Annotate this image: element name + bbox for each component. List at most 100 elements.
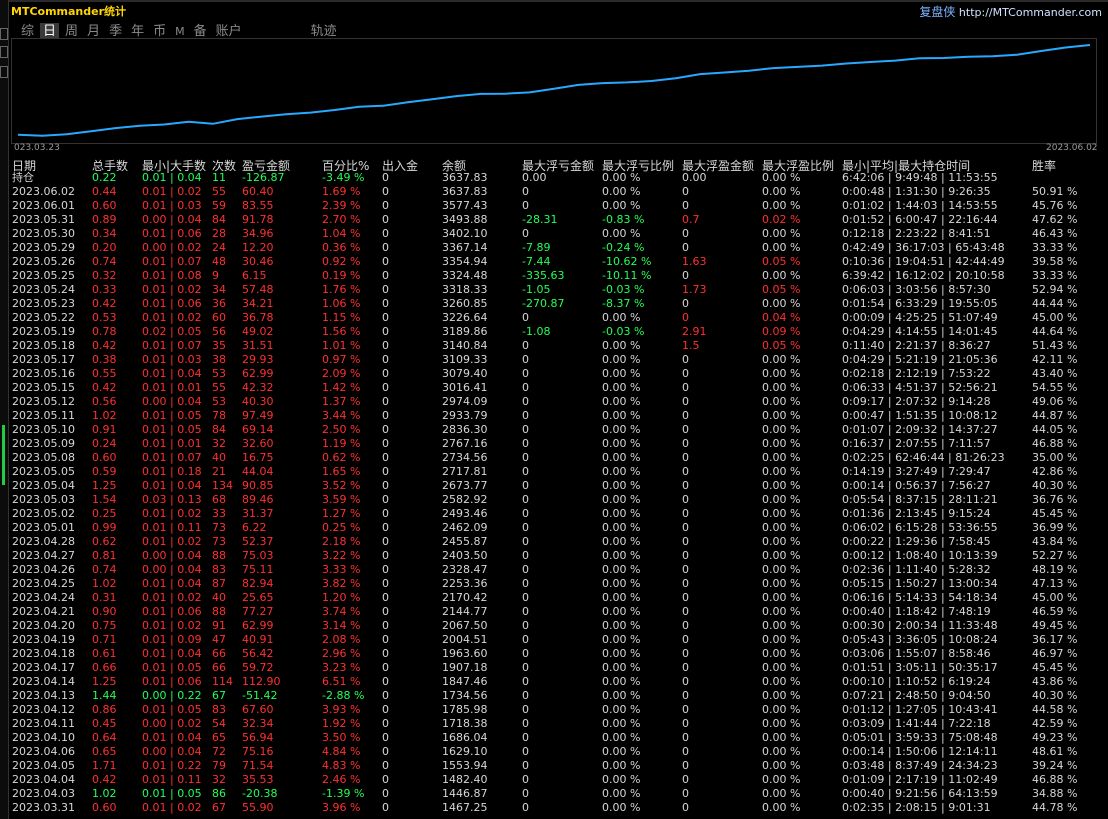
- table-row[interactable]: 2023.05.11 1.02 0.01 | 0.05 78 97.49 3.44 % 0 2…: [0, 409, 1108, 423]
- table-cell: 3.50 %: [322, 731, 361, 744]
- tab-account[interactable]: 账户: [215, 24, 242, 39]
- table-row[interactable]: 2023.04.04 0.42 0.01 | 0.11 32 35.53 2.46 % 0 1…: [0, 773, 1108, 787]
- column-header[interactable]: 盈亏金额: [242, 159, 291, 173]
- table-row[interactable]: 2023.06.02 0.44 0.01 | 0.02 55 60.40 1.69 % 0 3…: [0, 185, 1108, 199]
- table-row[interactable]: 2023.05.29 0.20 0.00 | 0.02 24 12.20 0.36 % 0 3…: [0, 241, 1108, 255]
- table-cell: 0: [382, 381, 389, 394]
- tab-m[interactable]: M: [175, 25, 185, 38]
- table-row[interactable]: 2023.05.25 0.32 0.01 | 0.08 9 6.15 0.19 % 0 332…: [0, 269, 1108, 283]
- table-row[interactable]: 2023.04.28 0.62 0.01 | 0.02 73 52.37 2.18 % 0 2…: [0, 535, 1108, 549]
- table-row[interactable]: 2023.05.15 0.42 0.01 | 0.01 55 42.32 1.42 % 0 3…: [0, 381, 1108, 395]
- table-cell: 3140.84: [442, 339, 488, 352]
- column-header[interactable]: 出入金: [382, 159, 419, 173]
- table-row[interactable]: 2023.05.18 0.42 0.01 | 0.07 35 31.51 1.01 % 0 3…: [0, 339, 1108, 353]
- table-row[interactable]: 2023.05.05 0.59 0.01 | 0.18 21 44.04 1.65 % 0 2…: [0, 465, 1108, 479]
- table-row[interactable]: 2023.05.17 0.38 0.01 | 0.03 38 29.93 0.97 % 0 3…: [0, 353, 1108, 367]
- table-cell: 0.00 %: [762, 689, 801, 702]
- table-row[interactable]: 2023.04.25 1.02 0.01 | 0.04 87 82.94 3.82 % 0 2…: [0, 577, 1108, 591]
- tab-quarter[interactable]: 季: [109, 24, 123, 39]
- table-row[interactable]: 2023.04.10 0.64 0.01 | 0.04 65 56.94 3.50 % 0 1…: [0, 731, 1108, 745]
- table-cell: 47.62 %: [1032, 213, 1078, 226]
- table-cell: 45.00 %: [1032, 591, 1078, 604]
- table-row[interactable]: 2023.05.23 0.42 0.01 | 0.06 36 34.21 1.06 % 0 3…: [0, 297, 1108, 311]
- table-row[interactable]: 2023.04.20 0.75 0.01 | 0.02 91 62.99 3.14 % 0 2…: [0, 619, 1108, 633]
- table-row[interactable]: 持仓 0.22 0.01 | 0.04 11 -126.87 -3.49 % 0 3637.8…: [0, 171, 1108, 185]
- table-row[interactable]: 2023.05.02 0.25 0.01 | 0.02 33 31.37 1.27 % 0 2…: [0, 507, 1108, 521]
- tab-overview[interactable]: 综: [21, 24, 35, 39]
- table-row[interactable]: 2023.04.05 1.71 0.01 | 0.22 79 71.54 4.83 % 0 1…: [0, 759, 1108, 773]
- table-row[interactable]: 2023.05.31 0.89 0.00 | 0.04 84 91.78 2.70 % 0 3…: [0, 213, 1108, 227]
- table-row[interactable]: 2023.04.24 0.31 0.01 | 0.02 40 25.65 1.20 % 0 2…: [0, 591, 1108, 605]
- tab-year[interactable]: 年: [131, 24, 145, 39]
- table-row[interactable]: 2023.05.09 0.24 0.01 | 0.01 32 32.60 1.19 % 0 2…: [0, 437, 1108, 451]
- table-cell: 2144.77: [442, 605, 488, 618]
- table-row[interactable]: 2023.05.26 0.74 0.01 | 0.07 48 30.46 0.92 % 0 3…: [0, 255, 1108, 269]
- table-row[interactable]: 2023.05.12 0.56 0.00 | 0.04 53 40.30 1.37 % 0 2…: [0, 395, 1108, 409]
- column-header[interactable]: 最小|平均|最大持仓时间: [842, 159, 971, 173]
- column-header[interactable]: 最小|大手数: [142, 159, 207, 173]
- table-cell: 66: [212, 661, 226, 674]
- tab-week[interactable]: 周: [65, 24, 79, 39]
- brand-url[interactable]: http://MTCommander.com: [958, 6, 1102, 19]
- table-cell: 32: [212, 437, 226, 450]
- table-cell: 0.19 %: [322, 269, 361, 282]
- table-row[interactable]: 2023.04.26 0.74 0.00 | 0.04 83 75.11 3.33 % 0 2…: [0, 563, 1108, 577]
- tab-month[interactable]: 月: [87, 24, 101, 39]
- table-cell: 0.00 %: [602, 619, 641, 632]
- panel-handle[interactable]: [0, 46, 8, 58]
- table-row[interactable]: 2023.04.21 0.90 0.01 | 0.06 88 77.27 3.74 % 0 2…: [0, 605, 1108, 619]
- table-cell: 0:10:36 | 19:04:51 | 42:44:49: [842, 255, 1005, 268]
- table-cell: 0: [522, 549, 529, 562]
- column-header[interactable]: 余额: [442, 159, 467, 173]
- table-row[interactable]: 2023.04.12 0.86 0.01 | 0.05 83 67.60 3.93 % 0 1…: [0, 703, 1108, 717]
- column-header[interactable]: 最大浮亏金额: [522, 159, 595, 173]
- table-cell: 0.02 | 0.05: [142, 325, 202, 338]
- table-row[interactable]: 2023.04.06 0.65 0.00 | 0.04 72 75.16 4.84 % 0 1…: [0, 745, 1108, 759]
- table-row[interactable]: 2023.04.13 1.44 0.00 | 0.22 67 -51.42 -2.88 %…: [0, 689, 1108, 703]
- tab-track[interactable]: 轨迹: [310, 24, 337, 39]
- column-header[interactable]: 最大浮盈比例: [762, 159, 835, 173]
- column-header[interactable]: 胜率: [1032, 159, 1057, 173]
- panel-handle[interactable]: [0, 66, 8, 78]
- window-top-border: [0, 0, 1108, 2]
- column-header[interactable]: 总手数: [92, 159, 129, 173]
- table-row[interactable]: 2023.05.24 0.33 0.01 | 0.02 34 57.48 1.76 % 0 3…: [0, 283, 1108, 297]
- table-cell: 0.75: [92, 619, 117, 632]
- column-header[interactable]: 最大浮盈金额: [682, 159, 755, 173]
- table-cell: 0: [382, 367, 389, 380]
- table-row[interactable]: 2023.04.03 1.02 0.01 | 0.05 86 -20.38 -1.39 %…: [0, 787, 1108, 801]
- column-header[interactable]: 日期: [12, 159, 37, 173]
- column-header[interactable]: 最大浮亏比例: [602, 159, 675, 173]
- table-cell: 1.76 %: [322, 283, 361, 296]
- table-row[interactable]: 2023.05.03 1.54 0.03 | 0.13 68 89.46 3.59 % 0 2…: [0, 493, 1108, 507]
- table-row[interactable]: 2023.05.19 0.78 0.02 | 0.05 56 49.02 1.56 % 0 3…: [0, 325, 1108, 339]
- table-row[interactable]: 2023.03.31 0.60 0.01 | 0.02 67 55.90 3.96 % 0 1…: [0, 801, 1108, 815]
- table-row[interactable]: 2023.05.22 0.53 0.01 | 0.02 60 36.78 1.15 % 0 3…: [0, 311, 1108, 325]
- tab-day[interactable]: 日: [40, 23, 60, 41]
- column-header[interactable]: 百分比%: [322, 159, 370, 173]
- table-row[interactable]: 2023.04.18 0.61 0.01 | 0.04 66 56.42 2.96 % 0 1…: [0, 647, 1108, 661]
- table-row[interactable]: 2023.04.14 1.25 0.01 | 0.06 114 112.90 6.51 %…: [0, 675, 1108, 689]
- brand-link[interactable]: 复盘侠 http://MTCommander.com: [919, 3, 1102, 20]
- table-cell: 0: [382, 269, 389, 282]
- table-row[interactable]: 2023.05.30 0.34 0.01 | 0.06 28 34.96 1.04 % 0 3…: [0, 227, 1108, 241]
- table-row[interactable]: 2023.05.04 1.25 0.01 | 0.04 134 90.85 3.52 % 0…: [0, 479, 1108, 493]
- table-row[interactable]: 2023.05.16 0.55 0.01 | 0.04 53 62.99 2.09 % 0 3…: [0, 367, 1108, 381]
- table-cell: 0.74: [92, 255, 117, 268]
- table-row[interactable]: 2023.04.19 0.71 0.01 | 0.09 47 40.91 2.08 % 0 2…: [0, 633, 1108, 647]
- table-row[interactable]: 2023.05.01 0.99 0.01 | 0.11 73 6.22 0.25 % 0 24…: [0, 521, 1108, 535]
- table-row[interactable]: 2023.05.10 0.91 0.01 | 0.05 84 69.14 2.50 % 0 2…: [0, 423, 1108, 437]
- tab-currency[interactable]: 币: [153, 24, 167, 39]
- table-cell: 0: [682, 801, 689, 814]
- table-cell: 0.00 %: [762, 227, 801, 240]
- table-row[interactable]: 2023.04.11 0.45 0.00 | 0.02 54 32.34 1.92 % 0 1…: [0, 717, 1108, 731]
- table-cell: 32.60: [242, 437, 274, 450]
- panel-handle[interactable]: [0, 28, 8, 40]
- table-row[interactable]: 2023.06.01 0.60 0.01 | 0.03 59 83.55 2.39 % 0 3…: [0, 199, 1108, 213]
- tab-note[interactable]: 备: [193, 24, 207, 39]
- table-row[interactable]: 2023.04.27 0.81 0.00 | 0.04 88 75.03 3.22 % 0 2…: [0, 549, 1108, 563]
- column-header[interactable]: 次数: [212, 159, 237, 173]
- table-row[interactable]: 2023.04.17 0.66 0.01 | 0.05 66 59.72 3.23 % 0 1…: [0, 661, 1108, 675]
- table-cell: 0:01:52 | 6:00:47 | 22:16:44: [842, 213, 998, 226]
- table-row[interactable]: 2023.05.08 0.60 0.01 | 0.07 40 16.75 0.62 % 0 2…: [0, 451, 1108, 465]
